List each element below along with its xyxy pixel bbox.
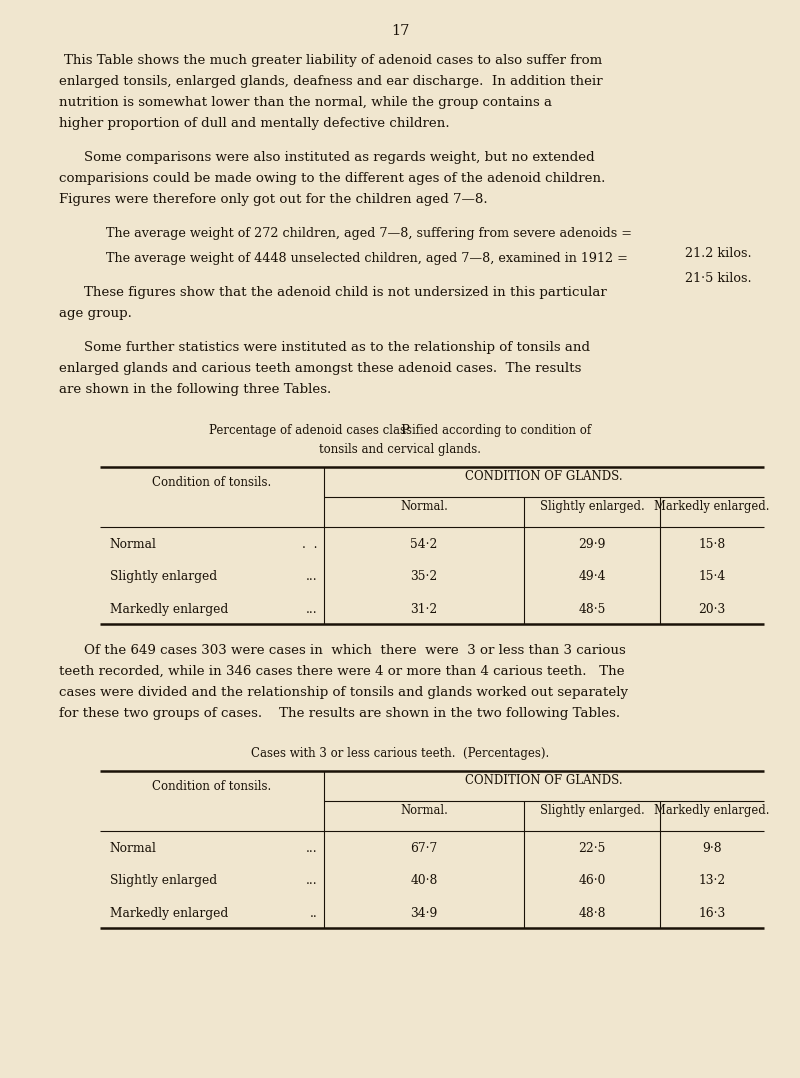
- Text: This Table shows the much greater liability of adenoid cases to also suffer from: This Table shows the much greater liabil…: [64, 54, 602, 67]
- Text: CONDITION OF GLANDS.: CONDITION OF GLANDS.: [465, 774, 623, 787]
- Text: CONDITION OF GLANDS.: CONDITION OF GLANDS.: [465, 470, 623, 483]
- Text: 15·8: 15·8: [698, 538, 726, 551]
- Text: nutrition is somewhat lower than the normal, while the group contains a: nutrition is somewhat lower than the nor…: [59, 96, 552, 109]
- Text: 49·4: 49·4: [578, 570, 606, 583]
- Text: Some comparisons were also instituted as regards weight, but no extended: Some comparisons were also instituted as…: [84, 151, 594, 164]
- Text: Figures were therefore only got out for the children aged 7—8.: Figures were therefore only got out for …: [59, 193, 488, 206]
- Text: tonsils and cervical glands.: tonsils and cervical glands.: [319, 443, 481, 456]
- Text: 34·9: 34·9: [410, 907, 438, 920]
- Text: 35·2: 35·2: [410, 570, 438, 583]
- Text: 20·3: 20·3: [698, 603, 726, 616]
- Text: Markedly enlarged: Markedly enlarged: [110, 907, 228, 920]
- Text: ...: ...: [306, 874, 318, 887]
- Text: 67·7: 67·7: [410, 842, 438, 855]
- Text: Markedly enlarged: Markedly enlarged: [110, 603, 228, 616]
- Text: 46·0: 46·0: [578, 874, 606, 887]
- Text: Normal.: Normal.: [400, 500, 448, 513]
- Text: Slightly enlarged: Slightly enlarged: [110, 570, 217, 583]
- Text: Slightly enlarged: Slightly enlarged: [110, 874, 217, 887]
- Text: cases were divided and the relationship of tonsils and glands worked out separat: cases were divided and the relationship …: [59, 686, 628, 699]
- Text: 48·8: 48·8: [578, 907, 606, 920]
- Text: 9·8: 9·8: [702, 842, 722, 855]
- Text: Slightly enlarged.: Slightly enlarged.: [540, 500, 644, 513]
- Text: The average weight of 272 children, aged 7—8, suffering from severe adenoids =: The average weight of 272 children, aged…: [106, 226, 632, 240]
- Text: 29·9: 29·9: [578, 538, 606, 551]
- Text: ..: ..: [310, 907, 318, 920]
- Text: 54·2: 54·2: [410, 538, 438, 551]
- Text: 22·5: 22·5: [578, 842, 606, 855]
- Text: ...: ...: [306, 570, 318, 583]
- Text: Condition of tonsils.: Condition of tonsils.: [152, 476, 272, 489]
- Text: P: P: [400, 424, 409, 437]
- Text: .  .: . .: [302, 538, 318, 551]
- Text: Condition of tonsils.: Condition of tonsils.: [152, 780, 272, 793]
- Text: enlarged tonsils, enlarged glands, deafness and ear discharge.  In addition thei: enlarged tonsils, enlarged glands, deafn…: [59, 75, 603, 88]
- Text: 40·8: 40·8: [410, 874, 438, 887]
- Text: ...: ...: [306, 842, 318, 855]
- Text: Markedly enlarged.: Markedly enlarged.: [654, 804, 770, 817]
- Text: are shown in the following three Tables.: are shown in the following three Tables.: [59, 383, 331, 397]
- Text: Some further statistics were instituted as to the relationship of tonsils and: Some further statistics were instituted …: [84, 341, 590, 355]
- Text: for these two groups of cases.    The results are shown in the two following Tab: for these two groups of cases. The resul…: [59, 706, 620, 720]
- Text: 21.2 kilos.: 21.2 kilos.: [686, 247, 752, 260]
- Text: Cases with 3 or less carious teeth.  (Percentages).: Cases with 3 or less carious teeth. (Per…: [251, 747, 549, 760]
- Text: 31·2: 31·2: [410, 603, 438, 616]
- Text: comparisions could be made owing to the different ages of the adenoid children.: comparisions could be made owing to the …: [59, 171, 606, 185]
- Text: 17: 17: [391, 24, 409, 38]
- Text: 21·5 kilos.: 21·5 kilos.: [686, 272, 752, 286]
- Text: Slightly enlarged.: Slightly enlarged.: [540, 804, 644, 817]
- Text: 15·4: 15·4: [698, 570, 726, 583]
- Text: Normal: Normal: [110, 842, 157, 855]
- Text: 16·3: 16·3: [698, 907, 726, 920]
- Text: teeth recorded, while in 346 cases there were 4 or more than 4 carious teeth.   : teeth recorded, while in 346 cases there…: [59, 664, 625, 678]
- Text: These figures show that the adenoid child is not undersized in this particular: These figures show that the adenoid chil…: [84, 286, 606, 300]
- Text: Markedly enlarged.: Markedly enlarged.: [654, 500, 770, 513]
- Text: Percentage of adenoid cases classified according to condition of: Percentage of adenoid cases classified a…: [209, 424, 591, 437]
- Text: age group.: age group.: [59, 307, 132, 320]
- Text: ...: ...: [306, 603, 318, 616]
- Text: enlarged glands and carious teeth amongst these adenoid cases.  The results: enlarged glands and carious teeth amongs…: [59, 362, 582, 375]
- Text: 48·5: 48·5: [578, 603, 606, 616]
- Text: Normal.: Normal.: [400, 804, 448, 817]
- Text: 13·2: 13·2: [698, 874, 726, 887]
- Text: higher proportion of dull and mentally defective children.: higher proportion of dull and mentally d…: [59, 116, 450, 130]
- Text: Of the 649 cases 303 were cases in  which  there  were  3 or less than 3 carious: Of the 649 cases 303 were cases in which…: [84, 644, 626, 657]
- Text: The average weight of 4448 unselected children, aged 7—8, examined in 1912 =: The average weight of 4448 unselected ch…: [106, 252, 628, 265]
- Text: Normal: Normal: [110, 538, 157, 551]
